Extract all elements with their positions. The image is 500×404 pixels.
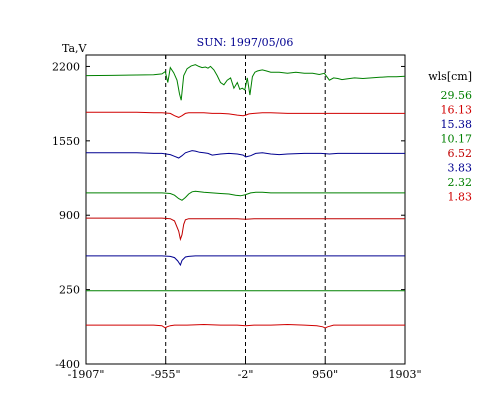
series-layer: [85, 64, 406, 329]
y-tick-label: -400: [55, 358, 80, 371]
series-line-16-13: [86, 111, 405, 118]
x-tick-label: 1903": [388, 368, 421, 381]
y-tick-label: 900: [59, 209, 80, 222]
y-axis-label: Ta,V: [62, 42, 88, 55]
x-tick-label: -955": [151, 368, 181, 381]
x-tick-label: -2": [238, 368, 254, 381]
legend-entry: 2.32: [448, 176, 473, 189]
legend-title: wls[cm]: [428, 70, 472, 83]
y-tick-label: 1550: [52, 135, 80, 148]
legend-entry: 1.83: [448, 191, 473, 204]
legend-entry: 3.83: [448, 162, 473, 175]
y-tick-label: 250: [59, 284, 80, 297]
legend-entry: 29.56: [441, 89, 473, 102]
legend-entry: 10.17: [441, 133, 473, 146]
series-line-15-38: [86, 150, 405, 159]
series-line-3-83: [86, 255, 405, 267]
series-line-6-52: [86, 217, 405, 242]
series-line-10-17: [86, 190, 405, 201]
chart-title: SUN: 1997/05/06: [197, 36, 294, 49]
axes-layer: -1907" -955" -2" 950" 1903" 2200 1550 900 250 -40…: [52, 55, 422, 381]
series-line-29-56: [85, 64, 406, 101]
y-tick-label: 2200: [52, 60, 80, 73]
legend-entry: 6.52: [448, 147, 473, 160]
legend-entry: 16.13: [441, 104, 473, 117]
x-tick-label: -1907": [68, 368, 105, 381]
series-line-1-83: [86, 323, 405, 329]
x-tick-label: 950": [312, 368, 338, 381]
legend-entry: 15.38: [441, 118, 473, 131]
